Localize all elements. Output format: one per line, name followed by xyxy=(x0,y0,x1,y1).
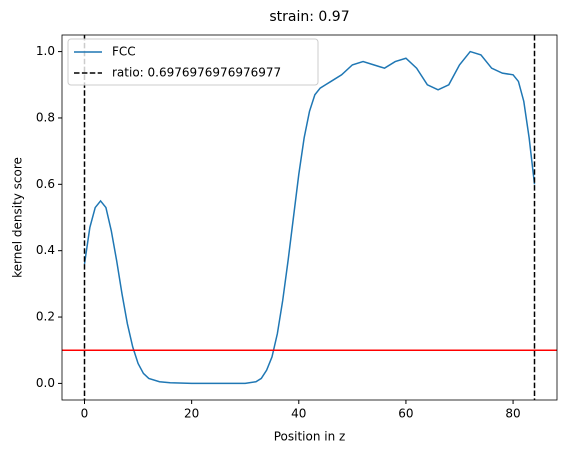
legend-box xyxy=(67,38,319,86)
x-tick-label: 60 xyxy=(398,407,413,421)
x-tick-label: 20 xyxy=(184,407,199,421)
y-tick-label: 0.8 xyxy=(36,110,55,124)
x-tick-label: 0 xyxy=(81,407,89,421)
y-axis-label: kernel density score xyxy=(11,157,25,278)
chart-title: strain: 0.97 xyxy=(269,9,349,25)
y-tick-label: 0.2 xyxy=(36,310,55,324)
y-tick-label: 0.0 xyxy=(36,376,55,390)
x-axis-label: Position in z xyxy=(274,430,346,444)
legend-label: FCC xyxy=(112,45,136,59)
plot-frame xyxy=(61,34,558,401)
y-tick-label: 0.4 xyxy=(36,243,55,257)
x-tick-label: 80 xyxy=(505,407,520,421)
y-tick-label: 0.6 xyxy=(36,177,55,191)
x-tick-label: 40 xyxy=(291,407,306,421)
data-line xyxy=(83,50,536,385)
y-tick-label: 1.0 xyxy=(36,44,55,58)
legend-label: ratio: 0.6976976976976977 xyxy=(112,66,281,80)
